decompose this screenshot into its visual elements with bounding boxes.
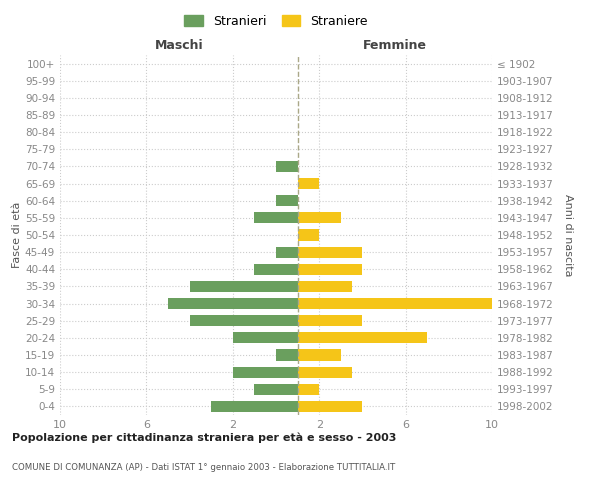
Bar [168, 298, 298, 309]
Bar [276, 246, 298, 258]
Bar [298, 212, 341, 224]
Y-axis label: Fasce di età: Fasce di età [12, 202, 22, 268]
Text: COMUNE DI COMUNANZA (AP) - Dati ISTAT 1° gennaio 2003 - Elaborazione TUTTITALIA.: COMUNE DI COMUNANZA (AP) - Dati ISTAT 1°… [12, 462, 395, 471]
Bar [298, 350, 341, 360]
Bar [298, 178, 319, 189]
Bar [254, 384, 298, 395]
Bar [298, 281, 352, 292]
Bar [254, 212, 298, 224]
Bar [298, 264, 362, 275]
Bar [298, 298, 492, 309]
Y-axis label: Anni di nascita: Anni di nascita [563, 194, 573, 276]
Bar [298, 230, 319, 240]
Text: Femmine: Femmine [363, 38, 427, 52]
Bar [233, 332, 298, 344]
Bar [276, 195, 298, 206]
Bar [276, 161, 298, 172]
Bar [298, 315, 362, 326]
Bar [254, 264, 298, 275]
Bar [233, 366, 298, 378]
Text: Popolazione per cittadinanza straniera per età e sesso - 2003: Popolazione per cittadinanza straniera p… [12, 432, 397, 443]
Bar [211, 401, 298, 412]
Legend: Stranieri, Straniere: Stranieri, Straniere [181, 11, 371, 32]
Bar [298, 384, 319, 395]
Bar [298, 401, 362, 412]
Bar [276, 350, 298, 360]
Bar [190, 315, 298, 326]
Bar [190, 281, 298, 292]
Text: Maschi: Maschi [154, 38, 203, 52]
Bar [298, 246, 362, 258]
Bar [298, 366, 352, 378]
Bar [298, 332, 427, 344]
